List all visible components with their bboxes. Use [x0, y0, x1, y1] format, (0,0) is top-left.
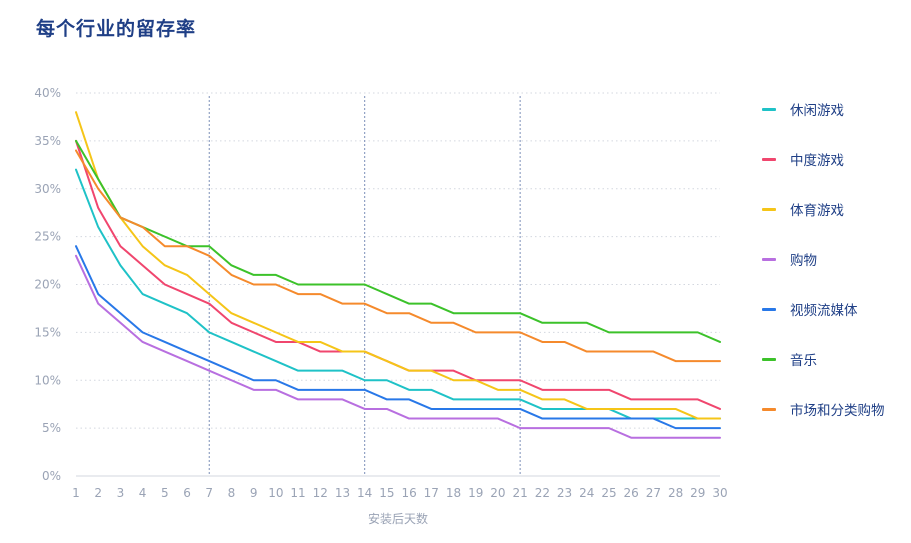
legend-label: 购物: [790, 253, 817, 269]
legend-label: 体育游戏: [790, 203, 844, 219]
series-line: [75, 139, 721, 410]
x-tick-label: 1: [72, 486, 80, 500]
y-tick-label: 30%: [34, 182, 61, 196]
x-tick-label: 2: [94, 486, 102, 500]
series-line: [75, 139, 721, 343]
legend-label: 视频流媒体: [790, 303, 858, 319]
x-tick-label: 7: [205, 486, 213, 500]
legend-label: 中度游戏: [790, 153, 844, 169]
x-tick-label: 28: [668, 486, 683, 500]
legend-label: 休闲游戏: [790, 103, 844, 119]
x-tick-label: 16: [401, 486, 416, 500]
x-tick-label: 4: [139, 486, 147, 500]
legend-item[interactable]: 视频流媒体: [762, 284, 907, 334]
line-chart: 0%5%10%15%20%25%30%35%40%1 2 3 4 5 6 7 8 9 10 11 12…: [34, 86, 727, 526]
legend-swatch: [762, 407, 776, 411]
legend-swatch: [762, 207, 776, 211]
x-tick-label: 3: [117, 486, 125, 500]
x-tick-label: 10: [268, 486, 283, 500]
y-tick-label: 15%: [34, 325, 61, 339]
legend-label: 市场和分类购物: [790, 403, 885, 419]
y-tick-label: 10%: [34, 373, 61, 387]
series-line: [75, 149, 721, 363]
x-tick-label: 26: [624, 486, 639, 500]
y-tick-label: 20%: [34, 278, 61, 292]
y-tick-label: 5%: [42, 421, 61, 435]
series-line: [75, 111, 721, 420]
legend-item[interactable]: 购物: [762, 234, 907, 284]
legend-item[interactable]: 体育游戏: [762, 184, 907, 234]
chart-legend: 休闲游戏中度游戏体育游戏购物视频流媒体音乐市场和分类购物: [762, 84, 907, 434]
x-tick-label: 21: [512, 486, 527, 500]
x-tick-label: 18: [446, 486, 461, 500]
x-tick-label: 27: [646, 486, 661, 500]
x-tick-label: 20: [490, 486, 505, 500]
legend-item[interactable]: 休闲游戏: [762, 84, 907, 134]
legend-label: 音乐: [790, 353, 817, 369]
x-tick-label: 11: [290, 486, 305, 500]
legend-swatch: [762, 107, 776, 111]
series-line: [75, 245, 721, 430]
x-tick-label: 15: [379, 486, 394, 500]
x-tick-label: 6: [183, 486, 191, 500]
legend-item[interactable]: 中度游戏: [762, 134, 907, 184]
legend-item[interactable]: 音乐: [762, 334, 907, 384]
x-tick-label: 25: [601, 486, 616, 500]
legend-item[interactable]: 市场和分类购物: [762, 384, 907, 434]
chart-title: 每个行业的留存率: [36, 18, 197, 40]
x-tick-label: 17: [424, 486, 439, 500]
x-tick-label: 9: [250, 486, 258, 500]
x-tick-label: 5: [161, 486, 169, 500]
x-tick-label: 19: [468, 486, 483, 500]
x-tick-label: 29: [690, 486, 705, 500]
legend-swatch: [762, 357, 776, 361]
y-tick-label: 0%: [42, 469, 61, 483]
x-tick-label: 14: [357, 486, 372, 500]
legend-swatch: [762, 257, 776, 261]
y-tick-label: 25%: [34, 230, 61, 244]
x-tick-label: 22: [535, 486, 550, 500]
series-line: [75, 168, 721, 420]
x-tick-label: 13: [335, 486, 350, 500]
y-tick-label: 35%: [34, 134, 61, 148]
x-tick-label: 24: [579, 486, 594, 500]
series-line: [75, 254, 721, 439]
x-axis-title: 安装后天数: [368, 511, 428, 526]
x-tick-label: 23: [557, 486, 572, 500]
x-tick-label: 12: [313, 486, 328, 500]
legend-swatch: [762, 157, 776, 161]
x-tick-label: 8: [228, 486, 236, 500]
y-tick-label: 40%: [34, 86, 61, 100]
legend-swatch: [762, 307, 776, 311]
x-tick-label: 30: [712, 486, 727, 500]
